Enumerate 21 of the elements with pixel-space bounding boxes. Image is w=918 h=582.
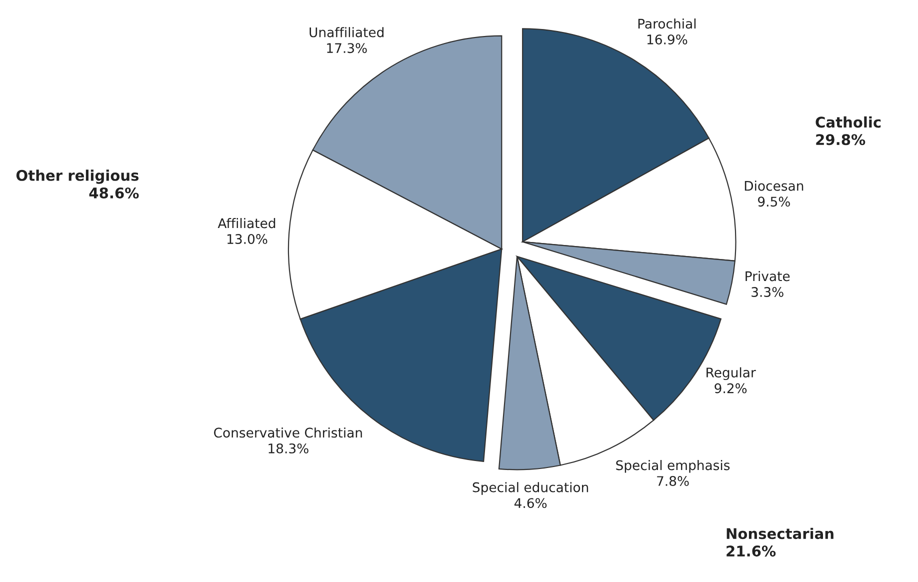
slice-label: Diocesan (744, 180, 804, 191)
data-label: 4.6% (514, 498, 547, 508)
slice-label: Special education (472, 482, 588, 495)
data-label: 9.5% (758, 196, 790, 207)
text: Nonsectarian 21.6% (726, 528, 834, 557)
slice-label: Regular (706, 367, 756, 380)
data-label: 17.3% (327, 43, 367, 54)
slice-label: Conservative Christian (214, 427, 362, 438)
text: Catholic 29.8% (816, 116, 881, 146)
slice-label: Private (746, 270, 790, 282)
data-label: 13.0% (227, 234, 268, 244)
data-label: 16.9% (647, 34, 688, 44)
slice-label: Parochial (638, 18, 696, 29)
data-label: 3.3% (752, 286, 784, 297)
slice-label: Unaffiliated (310, 27, 384, 38)
slice-label: Special emphasis (616, 460, 730, 473)
data-label: 9.2% (714, 383, 747, 394)
slice-label: Affiliated (218, 218, 276, 228)
data-label: 18.3% (268, 443, 308, 454)
text: Other religious 48.6% (16, 170, 139, 198)
data-label: 7.8% (657, 476, 689, 486)
